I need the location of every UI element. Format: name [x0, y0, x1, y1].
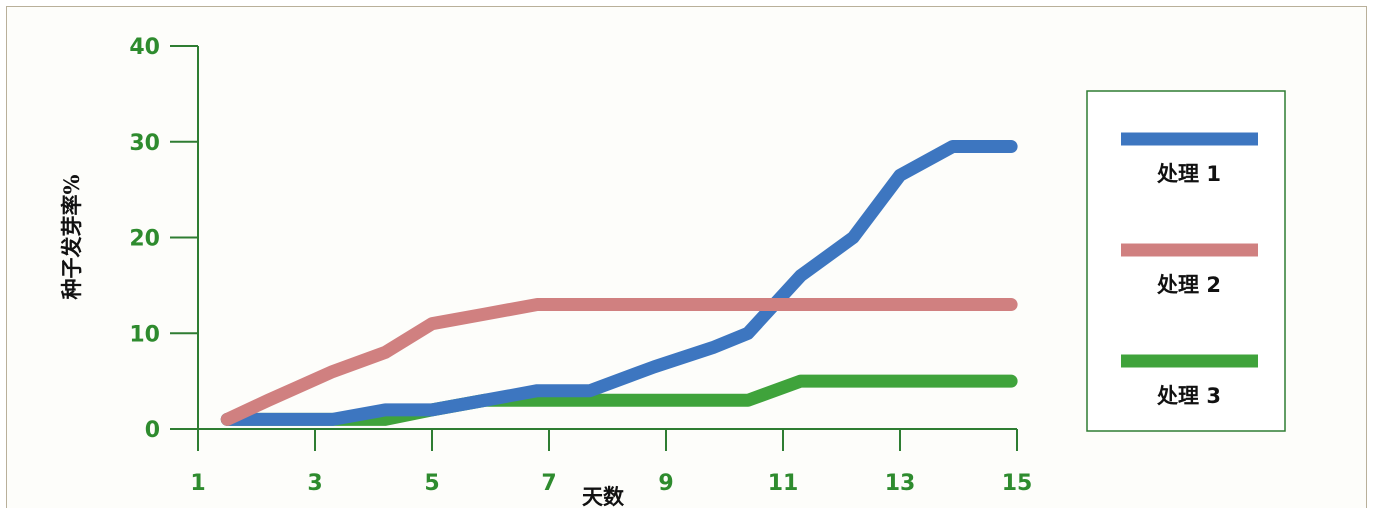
x-tick-label: 1	[190, 471, 205, 496]
legend-label-2: 处理 2	[1156, 273, 1221, 297]
series-lines	[220, 140, 1018, 426]
y-tick-label: 0	[145, 418, 160, 443]
series-line-1	[220, 140, 1018, 426]
x-tick-label: 5	[424, 471, 439, 496]
x-tick-label: 15	[1002, 471, 1033, 496]
y-tick-label: 30	[129, 131, 160, 156]
x-tick-label: 9	[658, 471, 673, 496]
x-axis-title: 天数	[582, 484, 625, 509]
legend-box	[1086, 90, 1286, 432]
x-tick-label: 3	[307, 471, 322, 496]
legend-label-3: 处理 3	[1156, 384, 1221, 408]
x-tick-label: 11	[768, 471, 799, 496]
y-tick-label: 40	[129, 35, 160, 60]
y-axis-title: 种子发芽率%	[59, 174, 84, 300]
y-tick-label: 10	[129, 322, 160, 347]
x-tick-label: 7	[541, 471, 556, 496]
x-tick-label: 13	[885, 471, 916, 496]
legend-items: 处理 1 处理 2 处理 3	[1121, 132, 1258, 408]
legend-label-1: 处理 1	[1156, 162, 1221, 186]
series-line-2	[220, 298, 1018, 426]
legend: 处理 1 处理 2 处理 3	[1086, 90, 1286, 432]
y-tick-label: 20	[129, 227, 160, 252]
